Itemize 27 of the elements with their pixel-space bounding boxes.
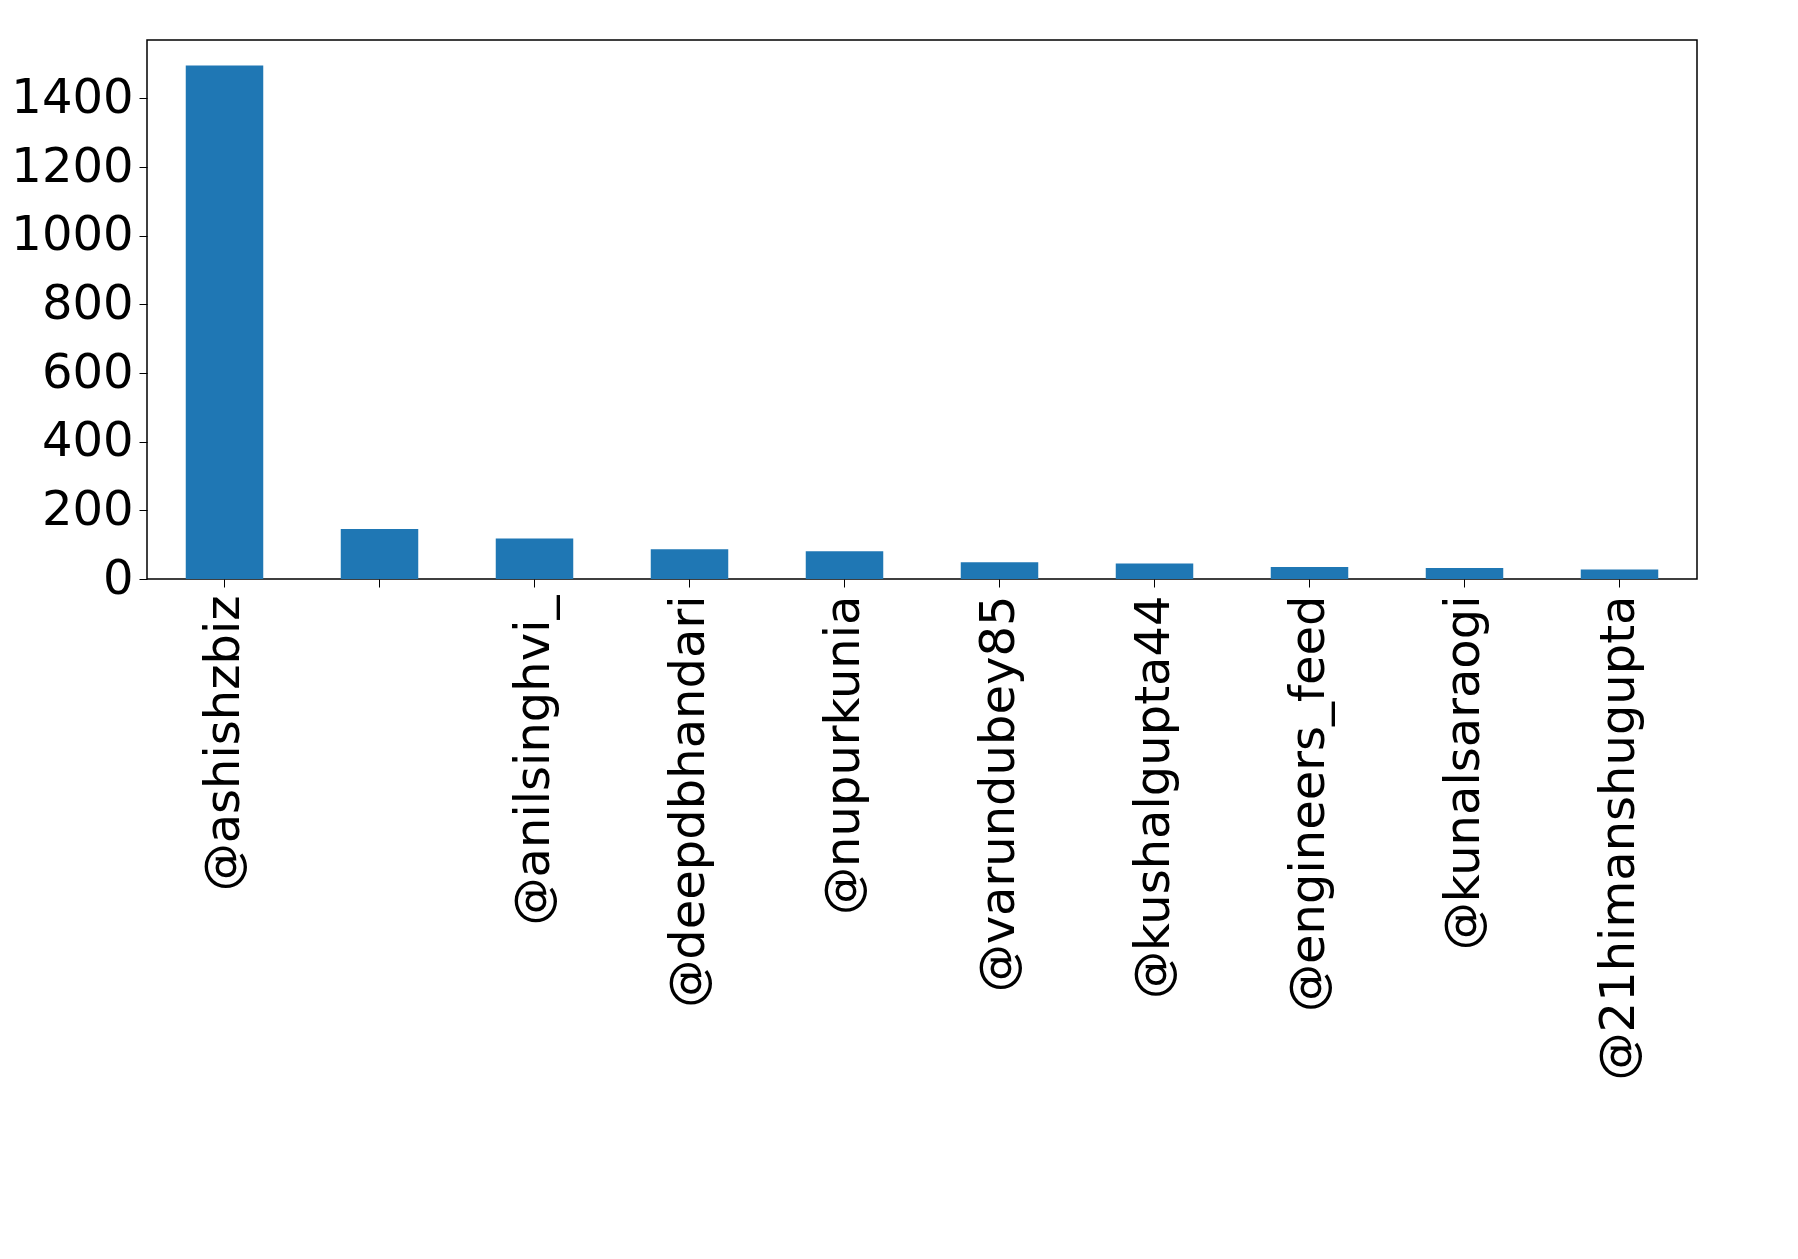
bar <box>1425 568 1504 579</box>
bar <box>960 562 1039 579</box>
x-tick-label: @ashishzbiz <box>193 595 250 892</box>
x-tick-label: @anilsinghvi_ <box>503 594 560 926</box>
bar <box>805 551 884 579</box>
bar <box>340 528 419 579</box>
y-tick-label: 1000 <box>11 205 134 262</box>
y-tick-label: 1200 <box>11 136 134 193</box>
bar <box>495 538 574 579</box>
y-tick-label: 200 <box>41 479 134 536</box>
y-tick-label: 600 <box>41 342 134 399</box>
x-tick-label: @engineers_feed <box>1278 595 1335 1012</box>
bar <box>1270 566 1349 579</box>
x-tick-label: @kushalgupta44 <box>1123 595 1180 1000</box>
x-tick-label: @21himanshugupta <box>1588 595 1645 1081</box>
y-tick-label: 400 <box>41 411 134 468</box>
x-tick-label: @kunalsaraogi <box>1433 595 1490 951</box>
x-tick-label: @deepdbhandari <box>658 595 715 1008</box>
x-tick-label: @varundubey85 <box>968 595 1025 993</box>
bar <box>185 65 264 579</box>
bar <box>1115 563 1194 579</box>
bar <box>1580 569 1659 579</box>
y-tick-label: 0 <box>102 548 134 605</box>
x-tick-label: @nupurkunia <box>813 595 870 915</box>
y-tick-label: 1400 <box>11 67 134 124</box>
y-tick-label: 800 <box>41 273 134 330</box>
bar <box>650 549 729 579</box>
